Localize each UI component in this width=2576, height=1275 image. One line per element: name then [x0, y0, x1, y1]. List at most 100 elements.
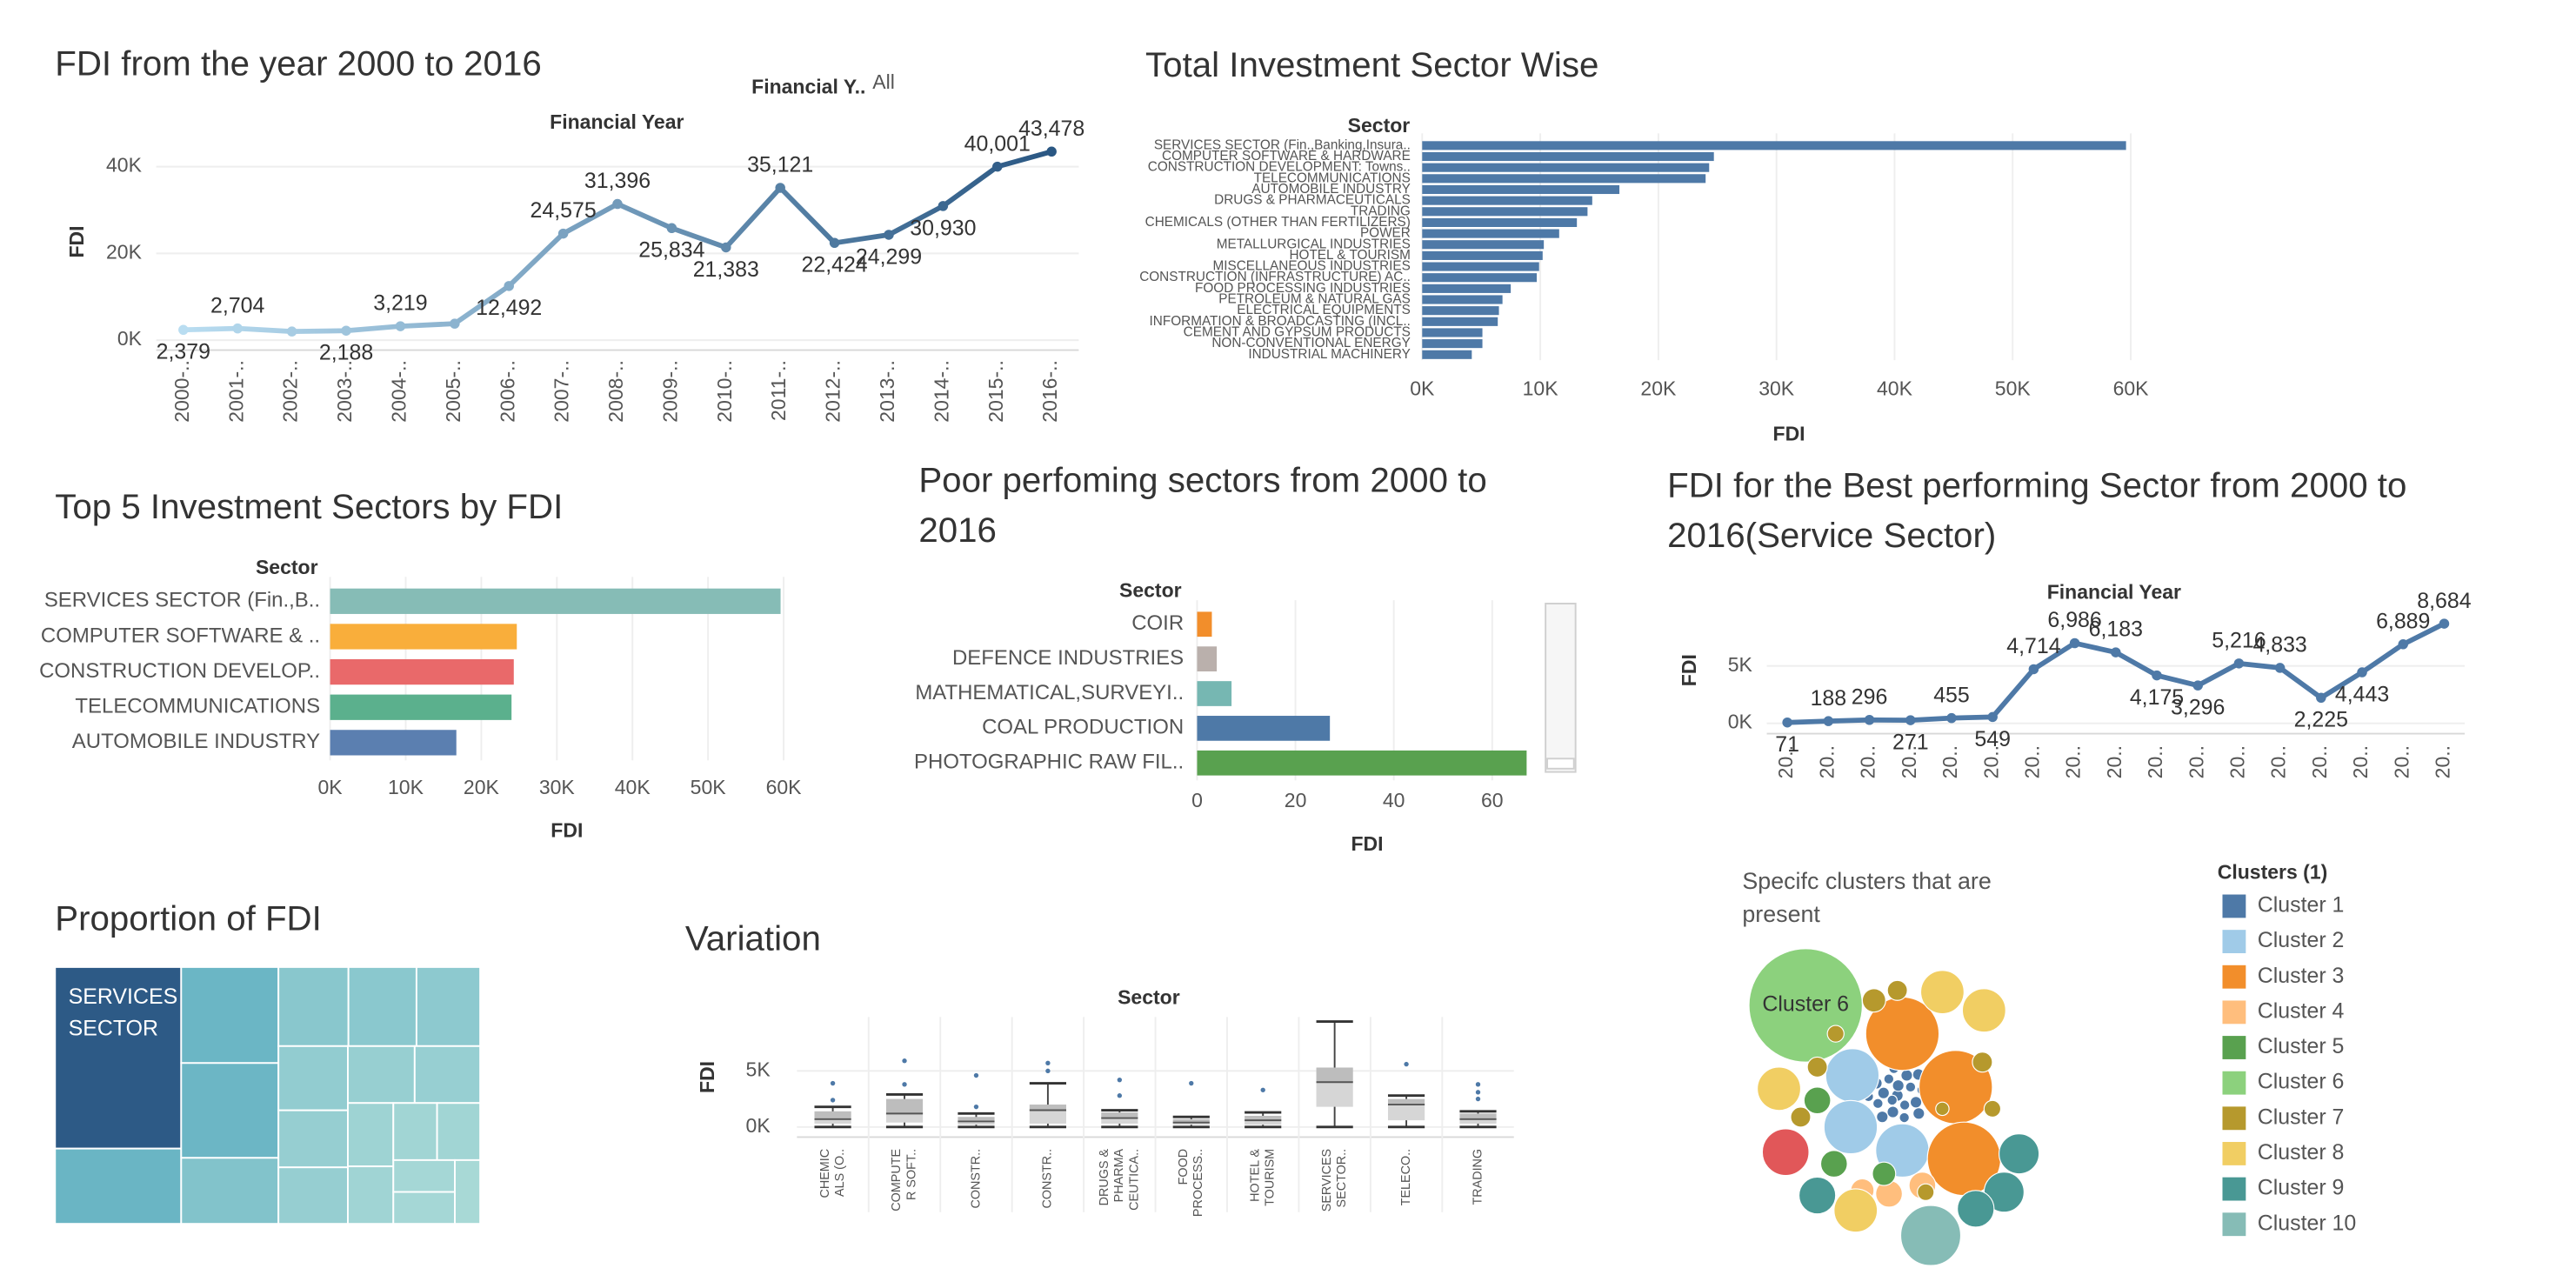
category-label: MATHEMATICAL,SURVEYI.. — [915, 681, 1184, 704]
x-axis-title: Sector — [1118, 985, 1180, 1008]
data-label: 6,889 — [2376, 609, 2430, 633]
bubble — [1825, 1048, 1880, 1103]
bar — [1422, 317, 1498, 326]
outlier — [1117, 1093, 1123, 1098]
point — [666, 223, 677, 234]
data-label: 21,383 — [693, 257, 759, 282]
x-tick-label: SECTOR.. — [1335, 1149, 1349, 1208]
bubble-label: Cluster 6 — [1762, 992, 1849, 1017]
treemap-cell — [347, 965, 417, 1047]
x-tick-label: 40 — [1383, 789, 1405, 811]
x-tick-label: 20.. — [2226, 745, 2248, 778]
data-label: 30,930 — [910, 216, 976, 240]
data-label: 2,379 — [157, 340, 210, 364]
outlier — [1404, 1061, 1409, 1067]
x-tick-label: 40K — [615, 776, 651, 798]
bar — [1422, 295, 1503, 304]
outlier — [1260, 1087, 1265, 1092]
legend-swatch — [2222, 1071, 2246, 1095]
x-tick-label: 20.. — [2144, 745, 2166, 778]
x-tick-label: CEUTICA.. — [1127, 1149, 1141, 1211]
bar — [1422, 284, 1512, 293]
bubble — [1900, 1069, 1913, 1082]
outlier — [1475, 1082, 1481, 1087]
point — [992, 161, 1003, 172]
bar — [1422, 306, 1499, 316]
category-label: COMPUTER SOFTWARE & HARDWARE — [1162, 149, 1411, 164]
x-axis-title: Financial Year — [550, 110, 684, 133]
data-label: 296 — [1852, 684, 1888, 709]
x-tick-label: 30K — [539, 776, 576, 798]
legend-label: Cluster 7 — [2258, 1105, 2345, 1129]
point — [1905, 715, 1916, 725]
bar — [1197, 716, 1331, 741]
bubble — [1957, 1190, 1995, 1228]
x-tick-label: CHEMIC — [818, 1149, 832, 1198]
data-label: 71 — [1775, 732, 1799, 757]
category-label: AUTOMOBILE INDUSTRY — [72, 730, 320, 753]
box-lower — [885, 1113, 924, 1123]
legend-title: Clusters (1) — [2218, 861, 2328, 884]
bubble — [1883, 1073, 1895, 1085]
x-tick-label: DRUGS & — [1098, 1148, 1111, 1205]
bubble — [1892, 1078, 1905, 1092]
bar — [330, 624, 517, 650]
scrollbar-handle[interactable] — [1546, 758, 1575, 770]
outlier — [1475, 1090, 1481, 1095]
category-label: METALLURGICAL INDUSTRIES — [1217, 237, 1411, 251]
point — [2439, 618, 2450, 629]
y-axis-title: FDI — [696, 1061, 718, 1093]
treemap-cell — [392, 1158, 456, 1193]
filter-value[interactable]: All — [872, 70, 895, 93]
bubble — [1761, 1128, 1810, 1177]
point — [938, 201, 949, 211]
category-label: DRUGS & PHARMACEUTICALS — [1214, 193, 1411, 208]
box-lower — [1101, 1118, 1138, 1124]
point — [775, 183, 785, 193]
category-label: ELECTRICAL EQUIPMENTS — [1237, 303, 1411, 317]
bar — [330, 694, 512, 720]
y-tick-label: 0K — [746, 1114, 771, 1137]
data-label: 2,704 — [210, 293, 264, 317]
bar — [1422, 207, 1588, 217]
category-label: CONSTRUCTION DEVELOP.. — [39, 659, 320, 683]
box-upper — [1245, 1115, 1282, 1121]
outlier — [973, 1104, 979, 1110]
y-axis-title: Sector — [256, 556, 318, 578]
category-label: CEMENT AND GYPSUM PRODUCTS — [1184, 325, 1411, 340]
outlier — [902, 1058, 907, 1064]
bubble — [1806, 1056, 1828, 1078]
bar — [1422, 273, 1538, 283]
x-tick-label: 20.. — [1979, 745, 2002, 778]
category-label: INDUSTRIAL MACHINERY — [1248, 347, 1411, 362]
x-tick-label: 20.. — [1815, 745, 1838, 778]
outlier — [1475, 1096, 1481, 1102]
y-axis-title: FDI — [65, 225, 88, 257]
x-tick-label: TOURISM — [1264, 1149, 1278, 1206]
bubble — [1999, 1133, 2040, 1175]
point — [2028, 664, 2039, 675]
treemap-cell — [277, 1166, 349, 1225]
x-tick-label: 2008-.. — [604, 360, 627, 423]
x-axis-title: Financial Year — [2047, 581, 2181, 604]
box-lower — [1387, 1105, 1425, 1121]
treemap-cell — [347, 1045, 416, 1105]
bubble — [1912, 1107, 1925, 1120]
bubble — [1917, 1183, 1935, 1201]
bubble — [1899, 1099, 1911, 1111]
chart-title: FDI for the Best performing Sector from … — [1667, 466, 2407, 557]
category-label: INFORMATION & BROADCASTING (INCL.. — [1150, 314, 1411, 329]
data-label: 35,121 — [747, 153, 813, 177]
point — [612, 198, 623, 210]
data-label: 25,834 — [638, 238, 704, 263]
data-label: 12,492 — [476, 296, 542, 320]
x-tick-label: 20.. — [2432, 745, 2454, 778]
bar — [1197, 646, 1218, 671]
x-tick-label: TELECO.. — [1399, 1149, 1413, 1205]
scrollbar[interactable] — [1545, 603, 1577, 773]
x-tick-label: 20.. — [1898, 745, 1920, 778]
x-tick-label: 20 — [1285, 789, 1307, 811]
bubble — [1872, 1098, 1884, 1110]
legend-label: Cluster 3 — [2258, 964, 2345, 988]
